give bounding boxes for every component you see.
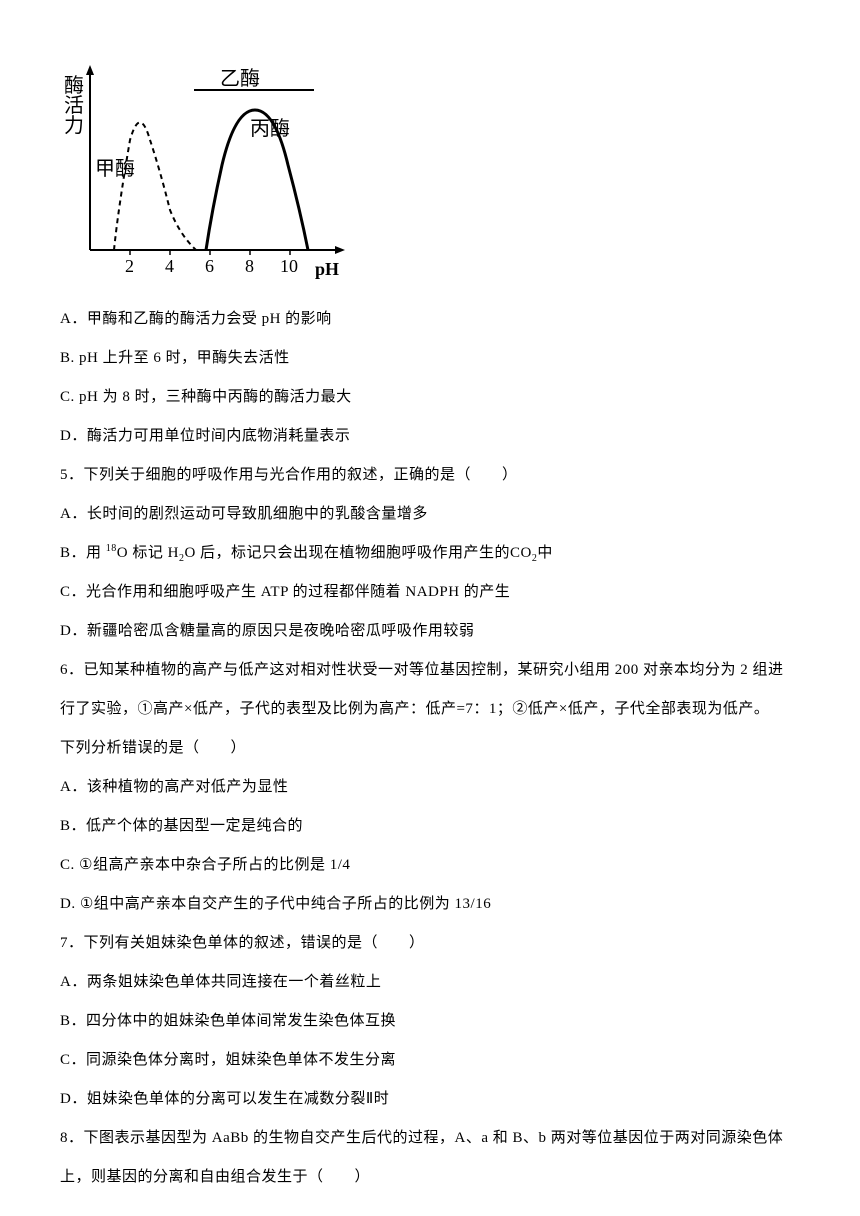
y-axis-label-1: 酶 <box>64 74 84 97</box>
y-axis-label-2: 活 <box>64 94 84 117</box>
option-a-q6: A．该种植物的高产对低产为显性 <box>60 768 800 807</box>
enzyme-a-label: 甲酶 <box>95 157 135 180</box>
option-a-q4: A．甲酶和乙酶的酶活力会受 pH 的影响 <box>60 300 800 339</box>
option-d-q6: D. ①组中高产亲本自交产生的子代中纯合子所占的比例为 13/16 <box>60 885 800 924</box>
y-axis-arrow <box>86 65 94 75</box>
x-axis-label: pH <box>315 259 339 279</box>
svg-text:10: 10 <box>280 256 298 276</box>
option-b-q7: B．四分体中的姐妹染色单体间常发生染色体互换 <box>60 1002 800 1041</box>
option-a-q5: A．长时间的剧烈运动可导致肌细胞中的乳酸含量增多 <box>60 495 800 534</box>
question-8-line1: 8．下图表示基因型为 AaBb 的生物自交产生后代的过程，A、a 和 B、b 两… <box>60 1119 800 1158</box>
option-d-q7: D．姐妹染色单体的分离可以发生在减数分裂Ⅱ时 <box>60 1080 800 1119</box>
question-6-line2: 行了实验，①高产×低产，子代的表型及比例为高产：低产=7：1；②低产×低产，子代… <box>60 690 800 729</box>
option-c-q6: C. ①组高产亲本中杂合子所占的比例是 1/4 <box>60 846 800 885</box>
option-c-q5: C．光合作用和细胞呼吸产生 ATP 的过程都伴随着 NADPH 的产生 <box>60 573 800 612</box>
svg-text:4: 4 <box>165 256 174 276</box>
option-d-q4: D．酶活力可用单位时间内底物消耗量表示 <box>60 417 800 456</box>
option-c-q7: C．同源染色体分离时，姐妹染色单体不发生分离 <box>60 1041 800 1080</box>
option-c-q4: C. pH 为 8 时，三种酶中丙酶的酶活力最大 <box>60 378 800 417</box>
svg-text:6: 6 <box>205 256 214 276</box>
option-b-q4: B. pH 上升至 6 时，甲酶失去活性 <box>60 339 800 378</box>
enzyme-c-label: 丙酶 <box>250 117 290 140</box>
option-b-q5: B．用 18O 标记 H2O 后，标记只会出现在植物细胞呼吸作用产生的CO2中 <box>60 534 800 573</box>
x-ticks: 2 4 6 8 10 <box>125 250 298 276</box>
option-a-q7: A．两条姐妹染色单体共同连接在一个着丝粒上 <box>60 963 800 1002</box>
option-b-q6: B．低产个体的基因型一定是纯合的 <box>60 807 800 846</box>
question-6-line3: 下列分析错误的是（ ） <box>60 729 800 768</box>
question-8-line2: 上，则基因的分离和自由组合发生于（ ） <box>60 1158 800 1197</box>
svg-text:2: 2 <box>125 256 134 276</box>
chart-svg: 酶 活 力 2 4 6 8 10 pH 乙酶 <box>60 60 360 280</box>
x-axis-arrow <box>335 246 345 254</box>
enzyme-chart: 酶 活 力 2 4 6 8 10 pH 乙酶 <box>60 60 800 285</box>
question-6-line1: 6．已知某种植物的高产与低产这对相对性状受一对等位基因控制，某研究小组用 200… <box>60 651 800 690</box>
enzyme-b-label: 乙酶 <box>220 67 260 90</box>
svg-text:8: 8 <box>245 256 254 276</box>
y-axis-label-3: 力 <box>64 114 84 137</box>
curve-a <box>114 123 196 251</box>
question-5: 5．下列关于细胞的呼吸作用与光合作用的叙述，正确的是（ ） <box>60 456 800 495</box>
question-7: 7．下列有关姐妹染色单体的叙述，错误的是（ ） <box>60 924 800 963</box>
option-d-q5: D．新疆哈密瓜含糖量高的原因只是夜晚哈密瓜呼吸作用较弱 <box>60 612 800 651</box>
